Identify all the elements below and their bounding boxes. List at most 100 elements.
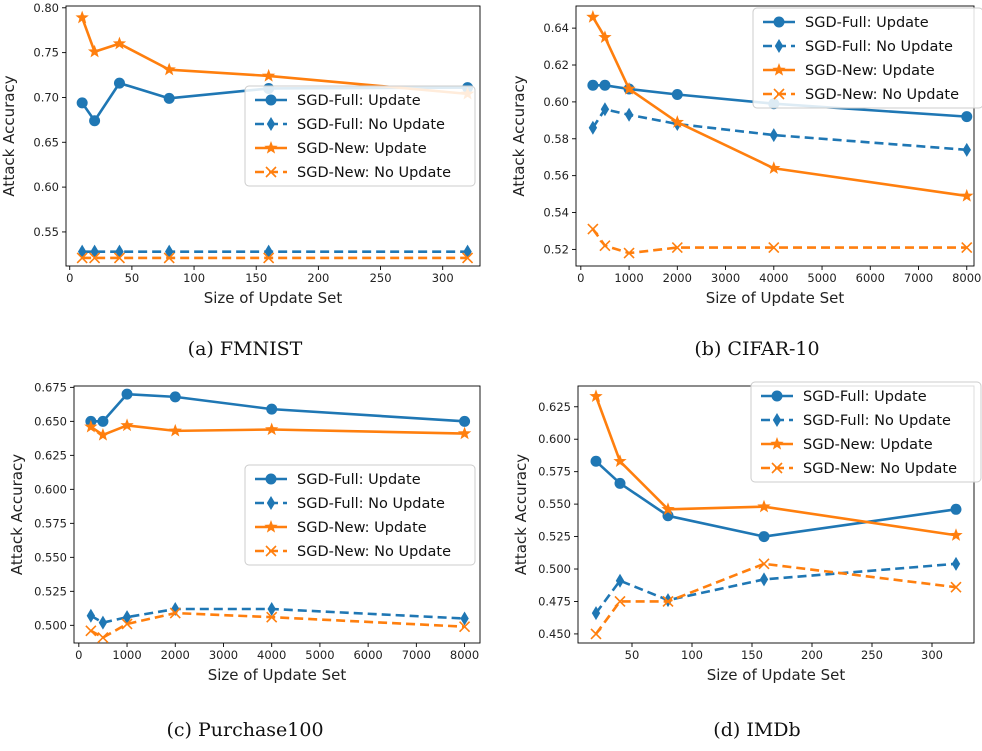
data-point [86, 608, 96, 623]
data-point [169, 607, 181, 619]
x-tick-label: 1000 [614, 271, 643, 285]
legend-label: SGD-Full: Update [803, 389, 927, 405]
data-point [459, 415, 471, 427]
data-point [950, 503, 962, 515]
series-line [90, 392, 465, 423]
series-3 [590, 558, 962, 640]
data-point [169, 391, 181, 403]
data-point [767, 161, 781, 174]
y-axis-label: Attack Accuracy [510, 75, 528, 196]
y-tick-label: 0.80 [33, 1, 59, 15]
chart-purchase100: 0 1000 2000 3000 4000 5000 6000 7000 8000 0.500 0.… [8, 380, 481, 684]
y-tick-label: 0.550 [538, 497, 571, 511]
data-point [263, 252, 275, 264]
y-tick-label: 0.70 [33, 90, 59, 104]
legend-marker [265, 166, 277, 178]
x-tick-label: 100 [183, 271, 205, 285]
legend-marker [266, 496, 276, 510]
y-axis-label: Attack Accuracy [8, 454, 26, 575]
data-point [590, 628, 602, 640]
legend-marker [266, 117, 276, 131]
series-line [594, 562, 957, 614]
x-tick-label: 6000 [856, 271, 885, 285]
x-tick-label: 5000 [305, 648, 334, 662]
legend-label: SGD-Full: No Update [805, 39, 953, 55]
caption-purchase100: (c) Purchase100 [166, 719, 324, 741]
legend-label: SGD-New: Update [805, 63, 935, 79]
y-tick-label: 0.500 [538, 562, 571, 576]
data-point [599, 240, 611, 252]
data-point [112, 36, 127, 50]
legend-label: SGD-Full: No Update [297, 117, 445, 133]
data-point [589, 389, 603, 403]
legend-marker [771, 390, 783, 402]
data-point [121, 618, 133, 630]
legend-label: SGD-New: Update [297, 520, 427, 536]
data-point [460, 611, 469, 626]
data-point [587, 223, 599, 235]
data-point [615, 573, 625, 588]
data-point [168, 423, 182, 437]
series-2 [84, 418, 472, 441]
series-1 [77, 244, 472, 259]
caption-cifar10: (b) CIFAR-10 [694, 338, 820, 360]
y-tick-label: 0.55 [33, 225, 59, 239]
legend: SGD-Full: Update SGD-Full: No Update SGD-N… [244, 464, 476, 566]
y-tick-label: 0.650 [34, 414, 67, 428]
data-point [266, 611, 278, 623]
y-axis-label: Attack Accuracy [512, 454, 530, 575]
y-tick-label: 0.75 [33, 46, 59, 60]
data-point [89, 252, 101, 264]
legend-marker [773, 16, 785, 28]
data-point [84, 419, 98, 433]
data-point [76, 252, 88, 264]
data-point [623, 247, 635, 259]
x-tick-label: 250 [370, 271, 392, 285]
legend-label: SGD-Full: Update [297, 93, 421, 109]
series-line [591, 16, 967, 198]
y-tick-label: 0.54 [543, 206, 569, 220]
caption-imdb: (d) IMDb [713, 719, 801, 741]
legend-label: SGD-New: No Update [803, 461, 957, 477]
chart-fmnist: 0 50 100 150 200 250 300 0.55 0.60 0.65 0.70 0.75 0.… [0, 1, 481, 307]
x-tick-label: 2000 [663, 271, 692, 285]
series-3 [85, 607, 471, 644]
legend: SGD-Full: Update SGD-Full: No Update SGD-N… [752, 7, 982, 109]
legend: SGD-Full: Update SGD-Full: No Update SGD-N… [244, 85, 476, 187]
y-tick-label: 0.525 [34, 584, 67, 598]
data-point [961, 241, 973, 254]
plot-frame [65, 5, 481, 267]
series-line [90, 611, 465, 639]
data-point [758, 558, 770, 570]
series-line [591, 228, 967, 255]
data-point [87, 44, 102, 58]
y-tick-label: 0.600 [538, 432, 571, 446]
data-point [758, 531, 770, 543]
data-point [163, 252, 175, 264]
legend-label: SGD-New: No Update [805, 87, 959, 103]
data-point [671, 89, 683, 101]
data-point [951, 556, 961, 571]
data-point [662, 595, 674, 608]
y-tick-label: 0.575 [538, 465, 571, 479]
x-tick-label: 200 [801, 648, 823, 662]
series-2 [586, 10, 974, 202]
y-tick-label: 0.65 [33, 135, 59, 149]
chart-panel-purchase100: 0 1000 2000 3000 4000 5000 6000 7000 8000 0.500 0.… [0, 378, 490, 708]
y-tick-label: 0.550 [34, 550, 67, 564]
legend-label: SGD-Full: Update [297, 472, 421, 488]
x-tick-label: 3000 [711, 271, 740, 285]
series-line [90, 424, 465, 437]
plot-frame [73, 385, 481, 644]
y-tick-label: 0.625 [538, 400, 571, 414]
x-tick-label: 150 [245, 271, 267, 285]
data-point [462, 252, 474, 264]
data-point [267, 602, 276, 617]
y-tick-label: 0.58 [543, 132, 569, 146]
data-point [264, 244, 273, 259]
data-point [671, 241, 683, 254]
y-axis-label: Attack Accuracy [0, 75, 18, 196]
legend: SGD-Full: Update SGD-Full: No Update SGD-N… [750, 381, 982, 483]
x-tick-label: 0 [66, 271, 73, 285]
y-tick-label: 0.675 [34, 380, 67, 394]
